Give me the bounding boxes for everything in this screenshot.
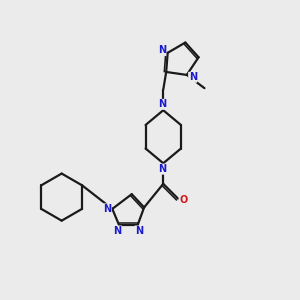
Text: N: N <box>159 164 167 174</box>
Text: O: O <box>179 195 188 205</box>
Text: N: N <box>103 204 111 214</box>
Text: N: N <box>113 226 122 236</box>
Text: N: N <box>135 226 143 236</box>
Text: N: N <box>159 99 167 110</box>
Text: N: N <box>158 46 166 56</box>
Text: N: N <box>189 72 197 82</box>
